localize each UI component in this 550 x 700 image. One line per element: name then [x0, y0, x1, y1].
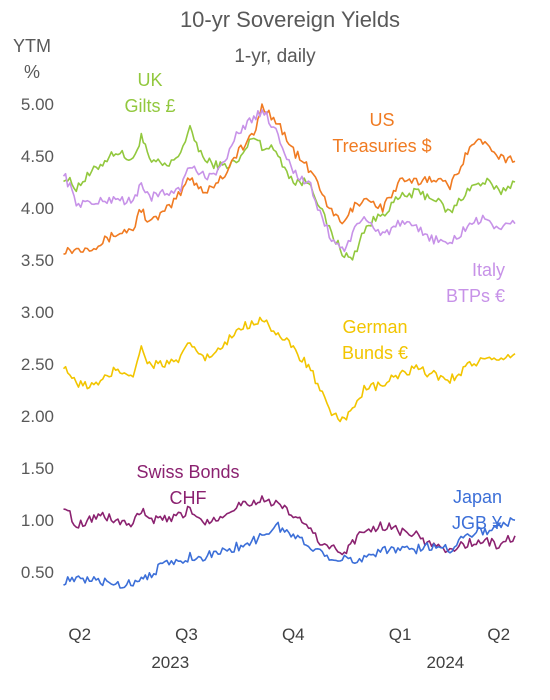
x-tick-label: Q1 — [389, 625, 412, 644]
series-label: Italy — [472, 260, 505, 280]
y-tick-label: 2.50 — [21, 355, 54, 374]
series-lines — [62, 103, 516, 589]
x-tick-label: Q2 — [487, 625, 510, 644]
series-line — [63, 124, 516, 261]
series-label: Swiss Bonds — [136, 462, 239, 482]
y-tick-label: 0.50 — [21, 563, 54, 582]
series-label: Bunds € — [342, 343, 408, 363]
y-tick-label: 3.50 — [21, 251, 54, 270]
series-line — [63, 495, 516, 556]
series-line — [63, 517, 516, 589]
series-label: Gilts £ — [124, 96, 175, 116]
series-line — [62, 316, 516, 423]
series-label: Japan — [453, 487, 502, 507]
y-tick-label: 5.00 — [21, 95, 54, 114]
series-label: CHF — [170, 488, 207, 508]
y-tick-label: 2.00 — [21, 407, 54, 426]
chart-subtitle: 1-yr, daily — [234, 46, 316, 67]
series-label: UK — [137, 70, 162, 90]
y-tick-label: 3.00 — [21, 303, 54, 322]
x-year-label: 2023 — [151, 653, 189, 672]
series-label: BTPs € — [446, 286, 505, 306]
y-axis-label: YTM — [13, 36, 51, 56]
series-label: German — [342, 317, 407, 337]
series-label: Treasuries $ — [332, 136, 431, 156]
chart-title: 10-yr Sovereign Yields — [180, 7, 400, 32]
series-line — [63, 103, 516, 255]
y-tick-label: 4.50 — [21, 147, 54, 166]
x-axis: Q2 Q3 Q4 Q1 Q2 2023 2024 — [68, 625, 510, 672]
y-tick-label: 4.00 — [21, 199, 54, 218]
series-labels: UK Gilts £ US Treasuries $ Italy BTPs € German… — [124, 70, 505, 533]
x-tick-label: Q4 — [282, 625, 305, 644]
y-tick-label: 1.50 — [21, 459, 54, 478]
x-tick-label: Q2 — [68, 625, 91, 644]
series-label: US — [369, 110, 394, 130]
y-axis-unit: % — [24, 62, 40, 82]
x-year-label: 2024 — [426, 653, 464, 672]
x-tick-label: Q3 — [175, 625, 198, 644]
y-axis-ticks: 5.00 4.50 4.00 3.50 3.00 2.50 2.00 1.50 1.00 0.50 — [21, 95, 54, 582]
series-line — [62, 109, 516, 253]
y-tick-label: 1.00 — [21, 511, 54, 530]
series-label: JGB ¥ — [452, 513, 503, 533]
